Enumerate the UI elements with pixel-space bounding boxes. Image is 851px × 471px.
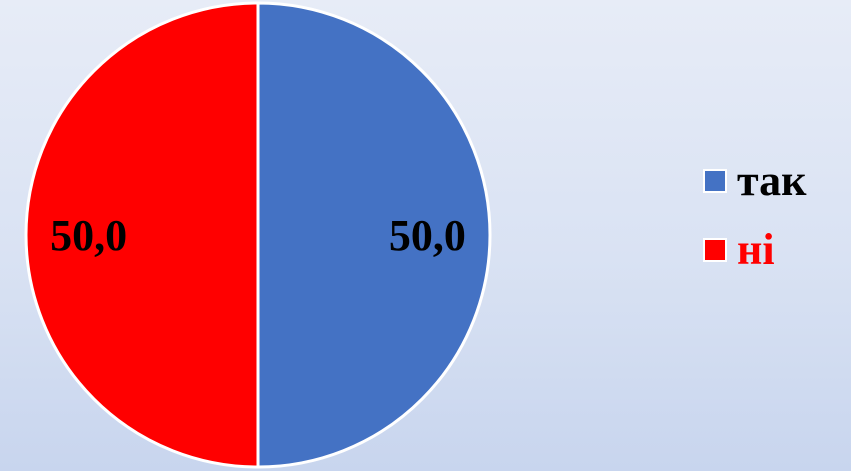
data-label-ni: 50,0 <box>50 211 127 260</box>
data-label-tak: 50,0 <box>389 211 466 260</box>
legend-item-ni: ні <box>703 227 807 273</box>
legend-label-ni: ні <box>737 225 775 274</box>
legend-label-tak: так <box>737 156 807 205</box>
pie-slice-tak <box>256 1 492 469</box>
pie-slice-ni <box>24 1 260 469</box>
legend-swatch-tak <box>703 169 727 193</box>
legend: так ні <box>703 158 807 296</box>
legend-swatch-ni <box>703 238 727 262</box>
legend-item-tak: так <box>703 158 807 204</box>
